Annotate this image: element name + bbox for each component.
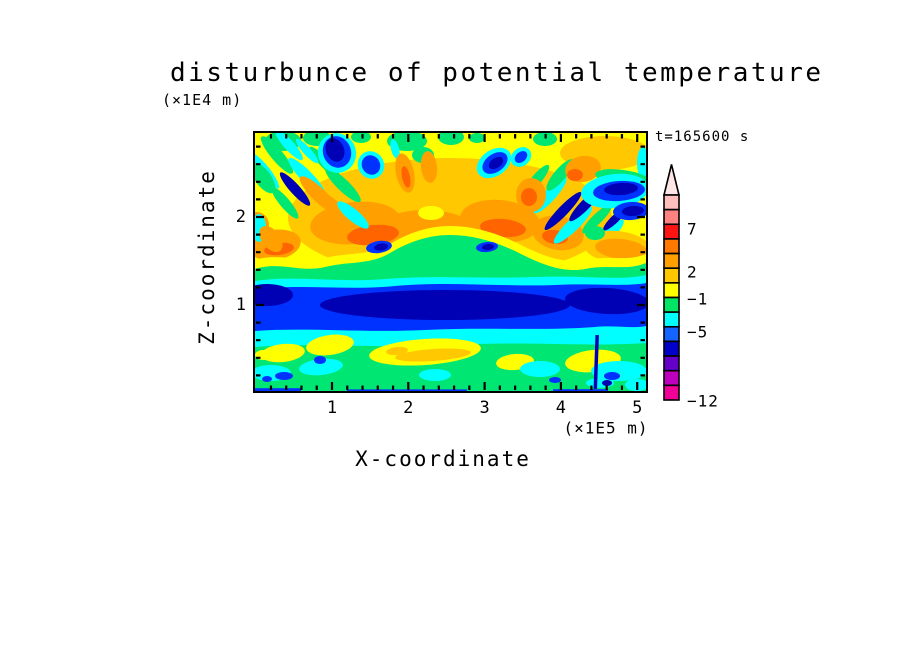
colorbar-segment xyxy=(663,340,680,357)
colorbar-segment xyxy=(663,252,680,270)
colorbar-segment xyxy=(663,369,680,387)
x-tick-label: 4 xyxy=(555,398,567,418)
plot-title: disturbunce of potential temperature xyxy=(170,58,824,88)
colorbar-segment xyxy=(663,384,680,401)
colorbar-arrow-top xyxy=(662,164,681,196)
wave-streaks-upper-left xyxy=(255,133,369,253)
contour-field xyxy=(255,133,646,391)
colorbar xyxy=(662,164,681,401)
colorbar-label: −12 xyxy=(687,391,719,411)
mid-bands xyxy=(255,226,646,391)
colorbar-segment xyxy=(663,296,680,313)
wave-streaks-upper-right xyxy=(516,147,646,264)
x-tick-label: 1 xyxy=(326,398,338,418)
top-green-patches xyxy=(265,133,557,163)
colorbar-segment xyxy=(663,267,680,284)
x-tick-label: 2 xyxy=(403,398,414,418)
colorbar-segment xyxy=(663,282,680,299)
plot-area xyxy=(253,131,648,393)
x-tick-label: 5 xyxy=(632,398,643,418)
time-annotation: t=165600 s xyxy=(655,129,750,145)
colorbar-segment xyxy=(663,194,680,211)
colorbar-segment xyxy=(663,238,680,255)
colorbar-segment xyxy=(663,208,680,226)
x-axis-title: X-coordinate xyxy=(355,447,531,471)
colorbar-label: −1 xyxy=(687,289,709,309)
bottom-patches xyxy=(255,334,646,391)
y-tick-label: 1 xyxy=(235,295,246,315)
y-tick-label: 2 xyxy=(235,207,246,227)
colorbar-label: −5 xyxy=(687,322,709,342)
colorbar-segment xyxy=(663,223,680,240)
x-tick-label: 3 xyxy=(479,398,490,418)
colorbar-segment xyxy=(663,325,680,343)
top-negative-pockets xyxy=(317,133,646,221)
axis-ticks xyxy=(256,134,645,390)
colorbar-label: 7 xyxy=(687,219,698,239)
y-axis-title: Z-coordinate xyxy=(195,169,219,345)
colorbar-label: 2 xyxy=(687,262,698,282)
colorbar-segment xyxy=(663,355,680,372)
y-axis-unit-label: (×1E4 m) xyxy=(162,91,243,109)
colorbar-segment xyxy=(663,311,680,328)
x-axis-unit-label: (×1E5 m) xyxy=(563,418,649,438)
